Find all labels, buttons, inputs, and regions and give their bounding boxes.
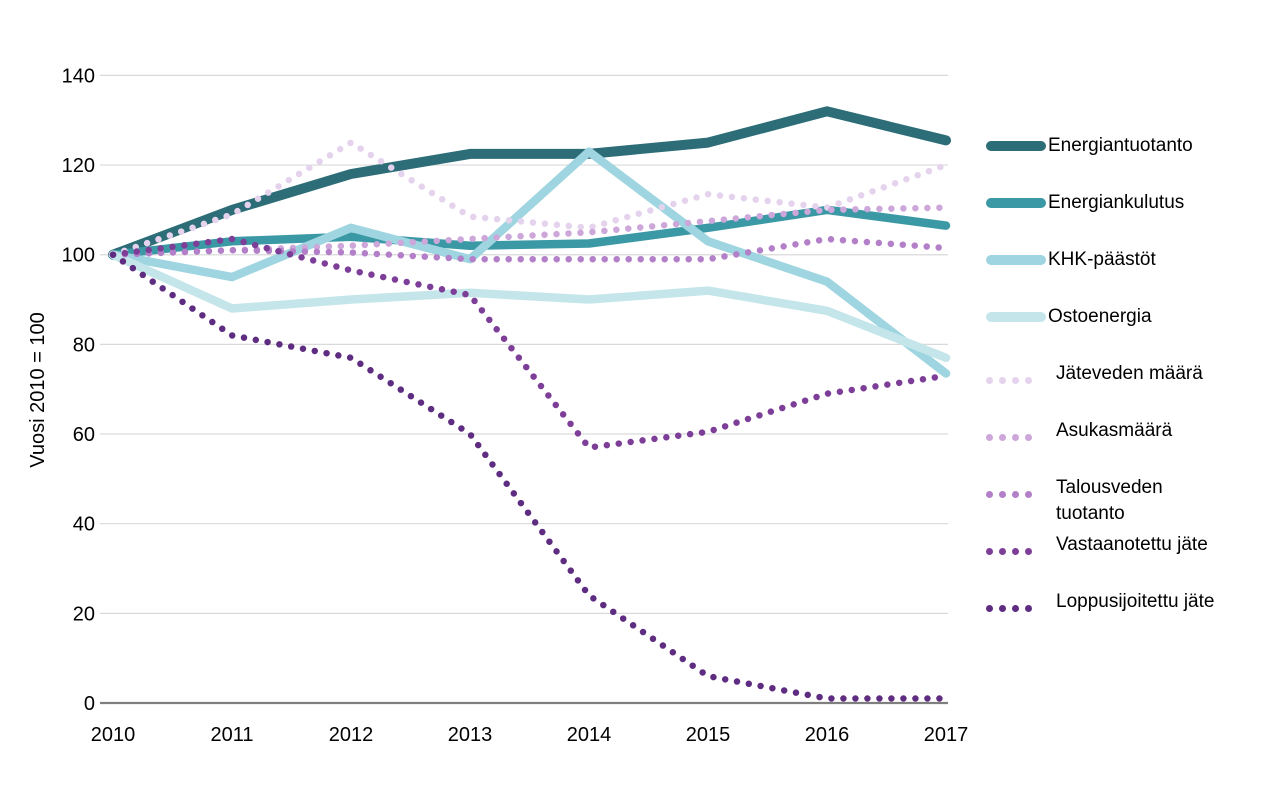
x-tick-label: 2011 bbox=[210, 724, 253, 746]
dot-icon bbox=[1012, 434, 1019, 441]
dot-icon bbox=[999, 548, 1006, 555]
legend-swatch-solid bbox=[986, 247, 1046, 273]
dot-icon bbox=[1012, 491, 1019, 498]
x-tick-label: 2012 bbox=[329, 724, 374, 746]
series-line-energiantuotanto bbox=[108, 106, 951, 260]
legend-item-asukasm-r-: Asukasmäärä bbox=[986, 418, 1228, 444]
series-line-asukasm-r- bbox=[109, 204, 950, 258]
legend-label: Vastaanotettu jäte bbox=[1056, 534, 1208, 555]
legend-label: Energiantuotanto bbox=[1048, 135, 1193, 156]
y-tick-label: 0 bbox=[84, 693, 95, 715]
dot-icon bbox=[1025, 377, 1032, 384]
legend-label: Jäteveden määrä bbox=[1056, 363, 1203, 384]
dot-icon bbox=[1012, 377, 1019, 384]
x-tick-label: 2016 bbox=[805, 724, 850, 746]
dot-icon bbox=[1025, 605, 1032, 612]
legend-label: Talousveden tuotanto bbox=[1056, 477, 1163, 524]
legend-swatch-solid bbox=[986, 304, 1046, 330]
y-tick-label: 80 bbox=[73, 334, 95, 356]
series-line-talousveden-tuotanto bbox=[109, 235, 950, 263]
x-tick-label: 2015 bbox=[686, 724, 731, 746]
series-line-khk-p-st-t bbox=[108, 147, 951, 378]
legend-dots-sample bbox=[986, 485, 1038, 503]
y-tick-label: 100 bbox=[62, 245, 95, 267]
dot-icon bbox=[986, 434, 993, 441]
series-line-energiankulutus bbox=[108, 205, 951, 259]
y-tick-label: 120 bbox=[62, 155, 95, 177]
legend-swatch-dotted bbox=[986, 361, 1046, 387]
legend-line-sample bbox=[986, 312, 1046, 322]
dot-icon bbox=[1012, 605, 1019, 612]
legend-swatch-dotted bbox=[986, 418, 1046, 444]
dot-icon bbox=[999, 377, 1006, 384]
legend-item-loppusijoitettu-j-te: Loppusijoitettu jäte bbox=[986, 589, 1228, 615]
dot-icon bbox=[999, 605, 1006, 612]
legend-label: KHK-päästöt bbox=[1048, 249, 1156, 270]
legend-dots-sample bbox=[986, 599, 1038, 617]
legend-item-j-teveden-m-r-: Jäteveden määrä bbox=[986, 361, 1228, 387]
legend-dots-sample bbox=[986, 371, 1038, 389]
series-line-vastaanotettu-j-te bbox=[109, 235, 950, 451]
legend-swatch-solid bbox=[986, 133, 1046, 159]
dot-icon bbox=[999, 491, 1006, 498]
line-chart: 0 20 40 60 80 100 120 140 2010 2011 2012 2013 2014 20… bbox=[27, 65, 969, 746]
legend-label: Energiankulutus bbox=[1048, 192, 1185, 213]
dot-icon bbox=[986, 491, 993, 498]
series-line-loppusijoitettu-j-te bbox=[109, 251, 950, 702]
dot-icon bbox=[986, 548, 993, 555]
x-tick-label: 2010 bbox=[91, 724, 136, 746]
x-tick-label: 2013 bbox=[448, 724, 493, 746]
legend-dots-sample bbox=[986, 542, 1038, 560]
legend-swatch-dotted bbox=[986, 589, 1046, 615]
y-tick-label: 140 bbox=[62, 65, 95, 87]
legend-line-sample bbox=[986, 255, 1046, 265]
y-tick-label: 60 bbox=[73, 424, 95, 446]
x-tick-label: 2014 bbox=[567, 724, 612, 746]
x-tick-label: 2017 bbox=[924, 724, 969, 746]
legend-swatch-dotted bbox=[986, 475, 1046, 501]
legend-line-sample bbox=[986, 141, 1046, 151]
legend-label: Loppusijoitettu jäte bbox=[1056, 591, 1215, 612]
legend-swatch-solid bbox=[986, 190, 1046, 216]
dot-icon bbox=[1025, 434, 1032, 441]
legend-dots-sample bbox=[986, 428, 1038, 446]
plot-area: 0 20 40 60 80 100 120 140 2010 2011 2012 2013 2014 20… bbox=[62, 65, 969, 746]
legend-item-energiantuotanto: Energiantuotanto bbox=[986, 133, 1220, 159]
dot-icon bbox=[986, 377, 993, 384]
dot-icon bbox=[999, 434, 1006, 441]
y-tick-label: 20 bbox=[73, 603, 95, 625]
dot-icon bbox=[1025, 548, 1032, 555]
legend-item-talousveden-tuotanto: Talousveden tuotanto bbox=[986, 475, 1228, 527]
dot-icon bbox=[1025, 491, 1032, 498]
y-tick-label: 40 bbox=[73, 514, 95, 536]
dot-icon bbox=[1012, 548, 1019, 555]
legend-item-energiankulutus: Energiankulutus bbox=[986, 190, 1220, 216]
legend-label: Ostoenergia bbox=[1048, 306, 1152, 327]
legend-item-khk-p-st-t: KHK-päästöt bbox=[986, 247, 1220, 273]
legend-item-vastaanotettu-j-te: Vastaanotettu jäte bbox=[986, 532, 1228, 558]
y-axis-title: Vuosi 2010 = 100 bbox=[27, 312, 49, 468]
dot-icon bbox=[986, 605, 993, 612]
series-line-ostoenergia bbox=[108, 250, 951, 363]
legend-swatch-dotted bbox=[986, 532, 1046, 558]
legend-label: Asukasmäärä bbox=[1056, 420, 1173, 441]
legend-line-sample bbox=[986, 198, 1046, 208]
legend-item-ostoenergia: Ostoenergia bbox=[986, 304, 1220, 330]
